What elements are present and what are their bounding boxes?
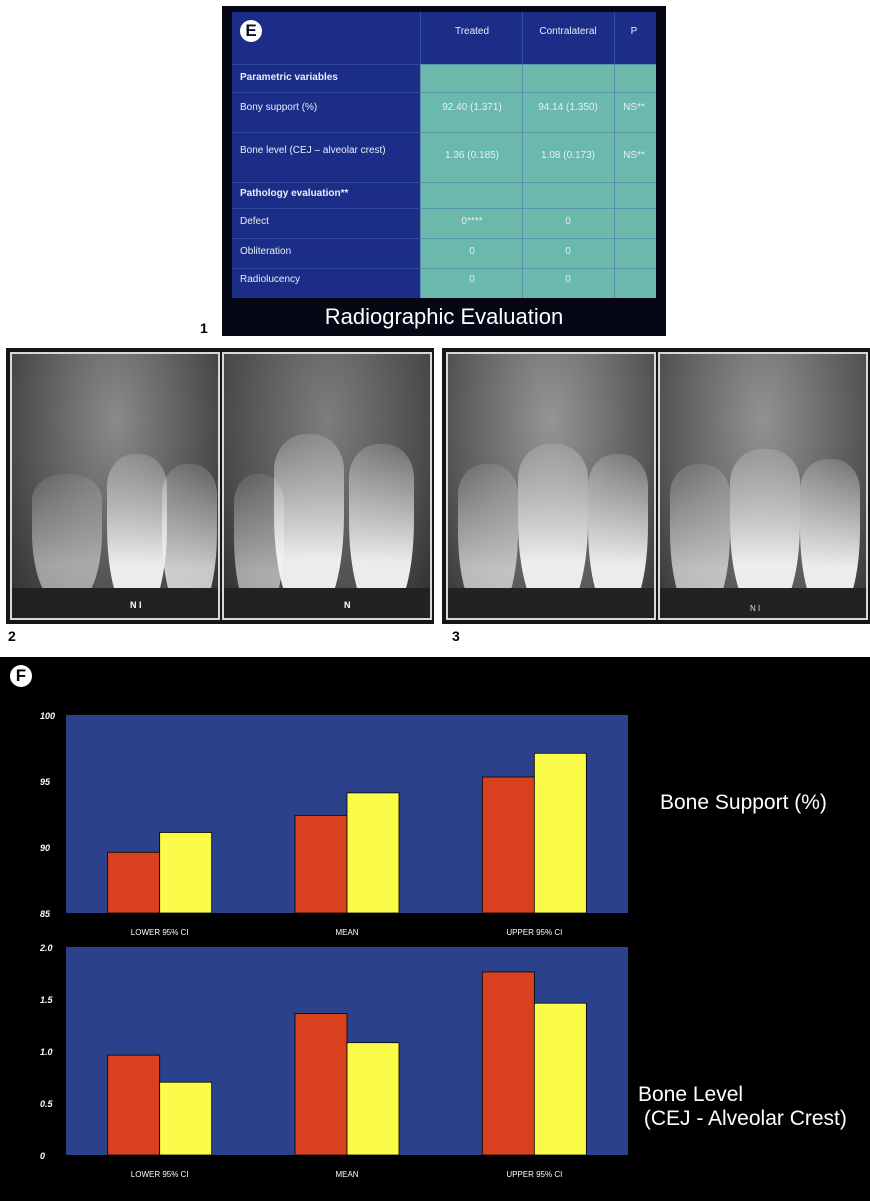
- bar: [346, 1042, 400, 1156]
- row-label-parametric: Parametric variables: [240, 72, 338, 83]
- y-tick-label: 100: [40, 711, 55, 721]
- bar-charts-panel: F 85 90 95 100 LOWER 95% CI MEAN UPPER 95% CI …: [0, 657, 870, 1201]
- figure-number-3: 3: [452, 628, 460, 644]
- xray-group-3: N I: [442, 348, 870, 624]
- value-obliteration-treated: 0: [469, 246, 475, 257]
- bar: [346, 792, 400, 914]
- value-bony-p: NS**: [623, 102, 645, 113]
- xray-marker: N I: [130, 600, 142, 610]
- figure-number-1: 1: [200, 320, 208, 336]
- x-tick-label: MEAN: [335, 1170, 358, 1179]
- y-tick-label: 0.5: [40, 1099, 54, 1109]
- xray-marker: N I: [750, 604, 761, 613]
- value-bony-treated: 92.40 (1.371): [442, 102, 502, 113]
- chart-title-bone-support: Bone Support (%): [660, 791, 827, 814]
- row-label-defect: Defect: [240, 216, 269, 227]
- bone-support-chart: 85 90 95 100 LOWER 95% CI MEAN UPPER 95% CI: [40, 711, 628, 937]
- y-tick-label: 0: [40, 1151, 45, 1161]
- panel-f-label: F: [10, 665, 32, 687]
- bar: [159, 1081, 213, 1156]
- xray-image-3a: [446, 352, 656, 620]
- panel-e-label: E: [240, 20, 262, 42]
- y-tick-label: 85: [40, 909, 51, 919]
- value-obliteration-contralateral: 0: [565, 246, 571, 257]
- x-tick-label: MEAN: [335, 928, 358, 937]
- xray-image-2a: N I: [10, 352, 220, 620]
- bar: [481, 776, 535, 914]
- y-tick-label: 90: [40, 843, 50, 853]
- row-label-bone-level: Bone level (CEJ – alveolar crest): [240, 145, 386, 156]
- radiographic-evaluation-panel: Treated Contralateral P Parametric varia…: [222, 6, 666, 336]
- y-tick-label: 1.0: [40, 1047, 53, 1057]
- table-values-area: [420, 64, 656, 298]
- value-bone-level-contralateral: 1.08 (0.173): [541, 150, 595, 161]
- xray-group-2: N I N: [6, 348, 434, 624]
- results-table: Treated Contralateral P Parametric varia…: [232, 12, 656, 298]
- bar: [533, 1002, 587, 1156]
- value-defect-treated: 0****: [461, 216, 483, 227]
- bar: [107, 851, 161, 914]
- x-tick-label: LOWER 95% CI: [131, 1170, 189, 1179]
- figure-number-2: 2: [8, 628, 16, 644]
- panel-e-caption: Radiographic Evaluation: [324, 304, 564, 329]
- value-bone-level-p: NS**: [623, 150, 645, 161]
- x-tick-label: UPPER 95% CI: [506, 1170, 562, 1179]
- row-label-obliteration: Obliteration: [240, 246, 292, 257]
- value-bone-level-treated: 1.36 (0.185): [445, 150, 499, 161]
- bar: [107, 1054, 161, 1156]
- chart-title-bone-level: Bone Level (CEJ - Alveolar Crest): [638, 1083, 847, 1130]
- bar: [159, 832, 213, 914]
- row-label-radiolucency: Radiolucency: [240, 274, 301, 285]
- xray-image-3b: N I: [658, 352, 868, 620]
- bar: [294, 814, 348, 914]
- value-radiolucency-contralateral: 0: [565, 274, 571, 285]
- y-tick-label: 2.0: [39, 943, 53, 953]
- xray-marker: N: [344, 600, 351, 610]
- y-tick-label: 1.5: [40, 995, 54, 1005]
- y-tick-label: 95: [40, 777, 51, 787]
- x-tick-label: LOWER 95% CI: [131, 928, 189, 937]
- x-tick-label: UPPER 95% CI: [506, 928, 562, 937]
- value-radiolucency-treated: 0: [469, 274, 475, 285]
- row-label-bony-support: Bony support (%): [240, 102, 318, 113]
- bar: [481, 971, 535, 1156]
- value-bony-contralateral: 94.14 (1.350): [538, 102, 598, 113]
- bar: [533, 752, 587, 914]
- bar: [294, 1013, 348, 1156]
- header-p: P: [630, 26, 638, 37]
- bone-level-chart: 0 0.5 1.0 1.5 2.0 LOWER 95% CI MEAN UPPER 95% C…: [39, 943, 628, 1179]
- xray-image-2b: N: [222, 352, 432, 620]
- header-contralateral: Contralateral: [539, 26, 597, 37]
- row-label-pathology: Pathology evaluation**: [240, 188, 349, 199]
- header-treated: Treated: [454, 26, 490, 37]
- value-defect-contralateral: 0: [565, 216, 571, 227]
